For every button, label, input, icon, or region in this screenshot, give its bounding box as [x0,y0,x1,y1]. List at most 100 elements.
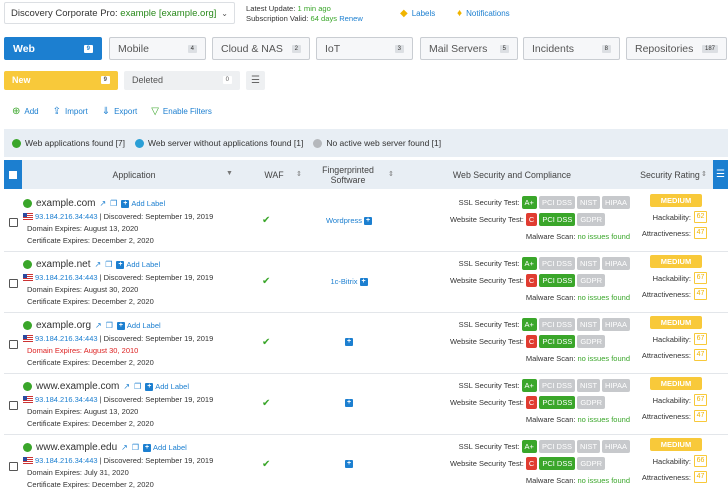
fingerprinted-software[interactable]: + [294,460,404,468]
pci-badge[interactable]: PCI DSS [539,335,576,348]
ip-link[interactable]: 93.184.216.34:443 [35,395,98,404]
add-label-button[interactable]: + Add Label [145,382,189,391]
malware-result[interactable]: no issues found [577,476,630,485]
gdpr-badge[interactable]: GDPR [577,396,605,409]
row-checkbox[interactable] [9,401,18,410]
hackability-score[interactable]: 66 [694,455,707,467]
pci-badge[interactable]: PCI DSS [539,396,576,409]
enable-filters-button[interactable]: ▽ Enable Filters [151,106,212,117]
pci-badge[interactable]: PCI DSS [538,318,575,331]
malware-result[interactable]: no issues found [577,415,630,424]
plus-icon[interactable]: + [359,277,368,286]
ssl-grade-badge[interactable]: A+ [521,257,537,270]
web-grade-badge[interactable]: C [525,335,538,348]
ip-link[interactable]: 93.184.216.34:443 [35,273,98,282]
ssl-grade-badge[interactable]: A+ [521,196,537,209]
hackability-score[interactable]: 67 [694,394,707,406]
rating-badge[interactable]: MEDIUM [650,377,702,390]
ssl-grade-badge[interactable]: A+ [521,318,537,331]
hipaa-badge[interactable]: HIPAA [602,379,630,392]
pci-badge[interactable]: PCI DSS [539,213,576,226]
legend-item-none[interactable]: No active web server found [1] [313,138,441,148]
sort-icon[interactable]: ⇕ [296,171,302,178]
ssl-grade-badge[interactable]: A+ [521,440,537,453]
hostname[interactable]: example.com [36,198,96,209]
software-name[interactable]: 1c-Bitrix [330,277,358,286]
tab-repositories[interactable]: Repositories 187 [626,37,727,60]
hostname[interactable]: example.org [36,320,92,331]
column-waf[interactable]: WAF [246,160,302,189]
hipaa-badge[interactable]: HIPAA [602,318,630,331]
ip-link[interactable]: 93.184.216.34:443 [35,334,98,343]
copy-icon[interactable]: ❐ [105,260,113,269]
select-all-checkbox[interactable] [4,160,22,189]
row-checkbox[interactable] [9,340,18,349]
add-label-button[interactable]: + Add Label [116,260,160,269]
fingerprinted-software[interactable]: + [294,338,404,346]
legend-item-without[interactable]: Web server without applications found [1… [135,138,303,148]
attractiveness-score[interactable]: 47 [694,471,707,483]
tab-deleted[interactable]: Deleted 0 [124,71,240,90]
copy-icon[interactable]: ❐ [105,321,113,330]
copy-icon[interactable]: ❐ [134,382,142,391]
nist-badge[interactable]: NIST [576,440,601,453]
hipaa-badge[interactable]: HIPAA [602,257,630,270]
rating-badge[interactable]: MEDIUM [650,194,702,207]
fingerprinted-software[interactable]: 1c-Bitrix + [294,277,404,286]
hostname[interactable]: www.example.edu [36,442,118,453]
ip-link[interactable]: 93.184.216.34:443 [35,456,98,465]
rating-badge[interactable]: MEDIUM [650,438,702,451]
external-link-icon[interactable]: ↗ [95,321,102,330]
web-grade-badge[interactable]: C [525,457,538,470]
row-checkbox[interactable] [9,462,18,471]
add-label-button[interactable]: + Add Label [116,321,161,330]
hipaa-badge[interactable]: HIPAA [602,196,630,209]
fingerprinted-software[interactable]: Wordpress + [294,216,404,225]
copy-icon[interactable]: ❐ [131,443,140,452]
tab-incidents[interactable]: Incidents 8 [523,37,620,60]
nist-badge[interactable]: NIST [576,318,601,331]
tab-mobile[interactable]: Mobile 4 [109,37,206,60]
scope-link[interactable]: example [example.org] [120,8,217,19]
malware-result[interactable]: no issues found [577,232,630,241]
plus-icon[interactable]: + [345,460,353,468]
attractiveness-score[interactable]: 47 [694,410,707,422]
malware-result[interactable]: no issues found [577,354,630,363]
tab-iot[interactable]: IoT 3 [316,37,413,60]
external-link-icon[interactable]: ↗ [121,443,128,452]
external-link-icon[interactable]: ↗ [99,199,107,208]
ip-link[interactable]: 93.184.216.34:443 [35,212,98,221]
pci-badge[interactable]: PCI DSS [539,457,576,470]
hostname[interactable]: example.net [36,259,91,270]
hackability-score[interactable]: 62 [694,211,707,223]
column-application[interactable]: Application [22,160,246,189]
web-grade-badge[interactable]: C [525,274,538,287]
attractiveness-score[interactable]: 47 [694,288,707,300]
external-link-icon[interactable]: ↗ [94,260,102,269]
scope-selector[interactable]: Discovery Corporate Pro: example [exampl… [4,2,235,24]
plus-icon[interactable]: + [345,399,353,407]
malware-result[interactable]: no issues found [577,293,630,302]
add-button[interactable]: ⊕ Add [12,106,39,117]
sort-icon[interactable]: ⇕ [701,171,707,178]
pci-badge[interactable]: PCI DSS [538,379,575,392]
hackability-score[interactable]: 67 [694,333,707,345]
nist-badge[interactable]: NIST [576,257,601,270]
web-grade-badge[interactable]: C [525,396,538,409]
tab-web[interactable]: Web 9 [4,37,102,60]
gdpr-badge[interactable]: GDPR [577,335,605,348]
nist-badge[interactable]: NIST [576,196,601,209]
external-link-icon[interactable]: ↗ [123,382,131,391]
pci-badge[interactable]: PCI DSS [538,257,575,270]
tab-mail-servers[interactable]: Mail Servers 5 [420,37,518,60]
copy-icon[interactable]: ❐ [110,199,118,208]
hackability-score[interactable]: 67 [694,272,707,284]
hostname[interactable]: www.example.com [36,381,120,392]
fingerprinted-software[interactable]: + [294,399,404,407]
column-menu-icon[interactable]: ☰ [713,160,728,189]
notifications-button[interactable]: ♦ Notifications [457,8,510,19]
chevron-down-icon[interactable]: ⌄ [221,9,228,18]
gdpr-badge[interactable]: GDPR [577,274,605,287]
pci-badge[interactable]: PCI DSS [539,274,576,287]
hipaa-badge[interactable]: HIPAA [602,440,630,453]
